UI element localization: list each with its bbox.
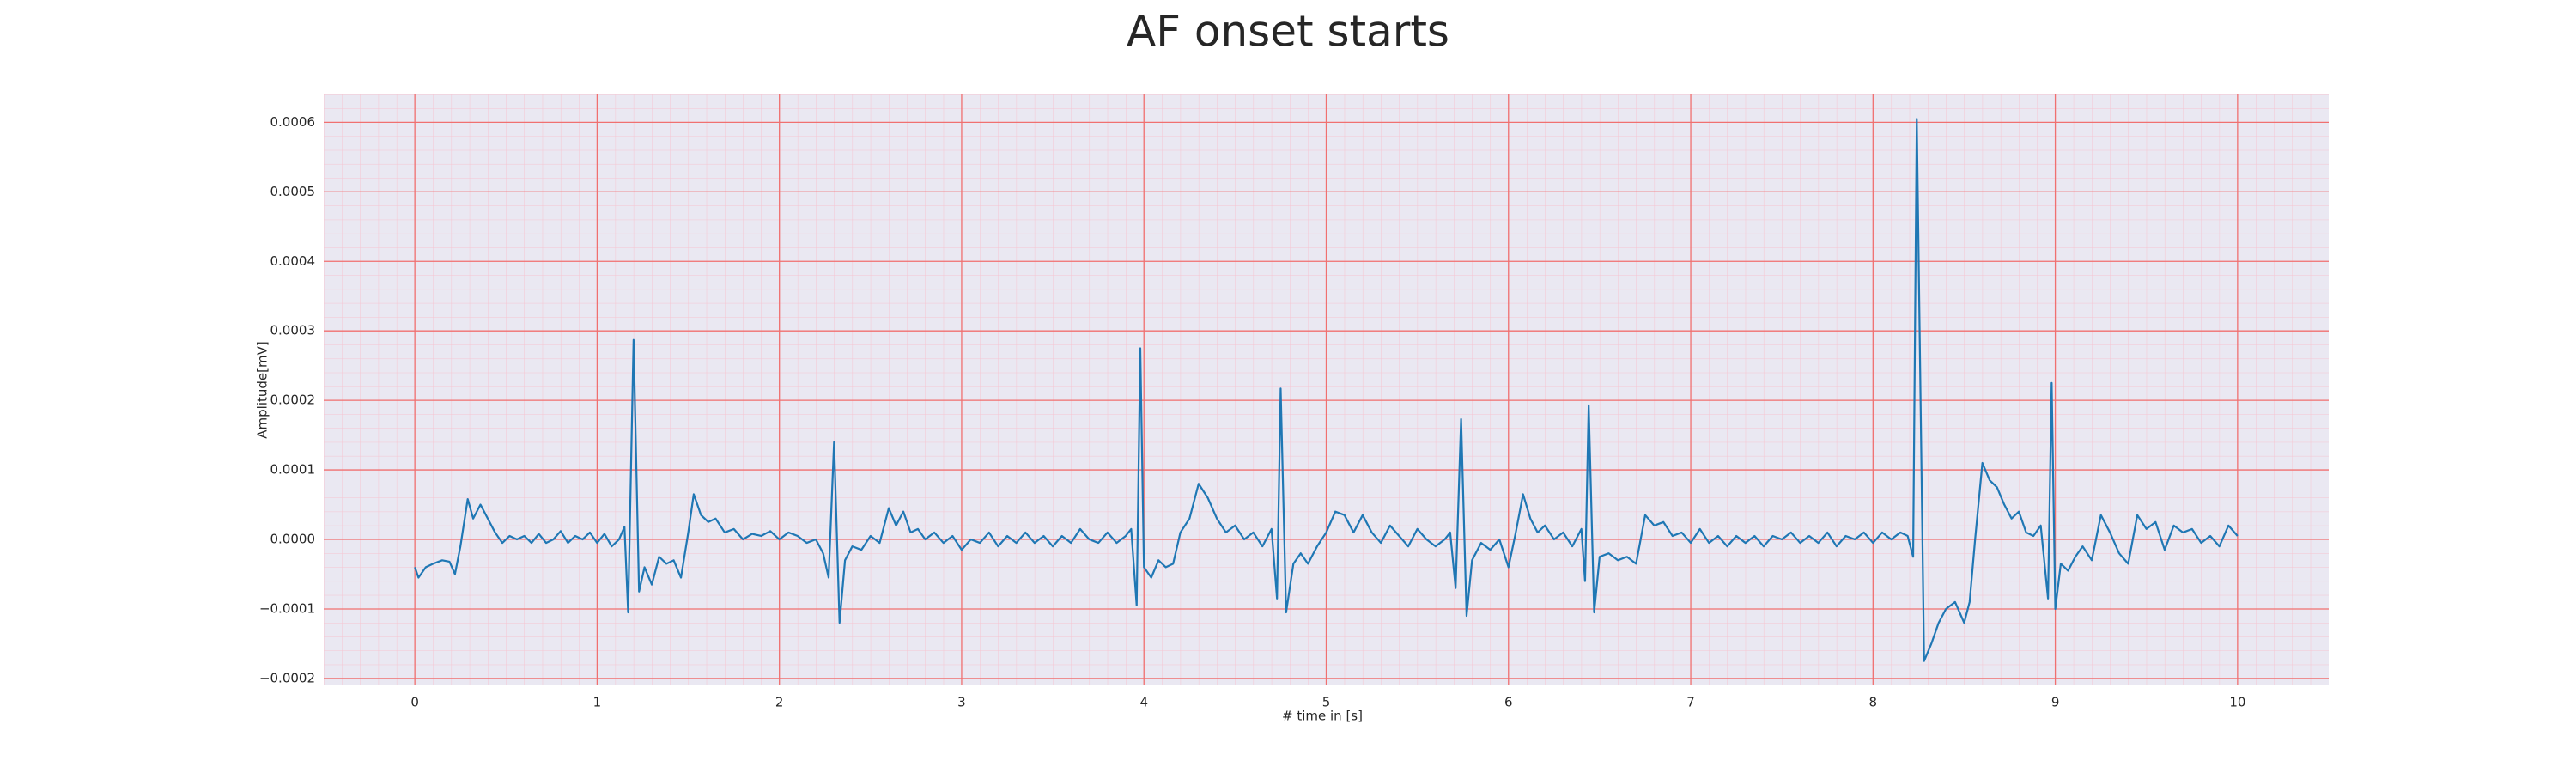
chart-title: AF onset starts [1127,7,1449,57]
y-tick-label: 0.0001 [270,462,316,478]
x-tick-label: 7 [1686,695,1695,710]
x-tick-label: 2 [775,695,784,710]
x-tick-label: 6 [1504,695,1513,710]
x-tick-label: 9 [2051,695,2060,710]
x-tick-label: 1 [593,695,602,710]
y-tick-label: 0.0006 [270,114,316,130]
ecg-line [414,118,2239,662]
y-tick-label: 0.0005 [270,184,316,199]
x-tick-label: 10 [2229,695,2245,710]
y-tick-label: 0.0002 [270,393,316,408]
x-tick-label: 5 [1322,695,1331,710]
y-tick-label: −0.0002 [259,670,315,685]
x-axis-label: # time in [s] [1282,709,1363,724]
y-tick-label: 0.0004 [270,253,316,269]
x-tick-label: 8 [1869,695,1878,710]
x-tick-label: 4 [1139,695,1148,710]
x-tick-label: 3 [957,695,966,710]
y-tick-label: 0.0000 [270,532,316,547]
x-tick-label: 0 [410,695,419,710]
y-axis-label: Amplitude[mV] [255,341,270,438]
y-tick-label: −0.0001 [259,600,315,616]
y-tick-label: 0.0003 [270,323,316,338]
